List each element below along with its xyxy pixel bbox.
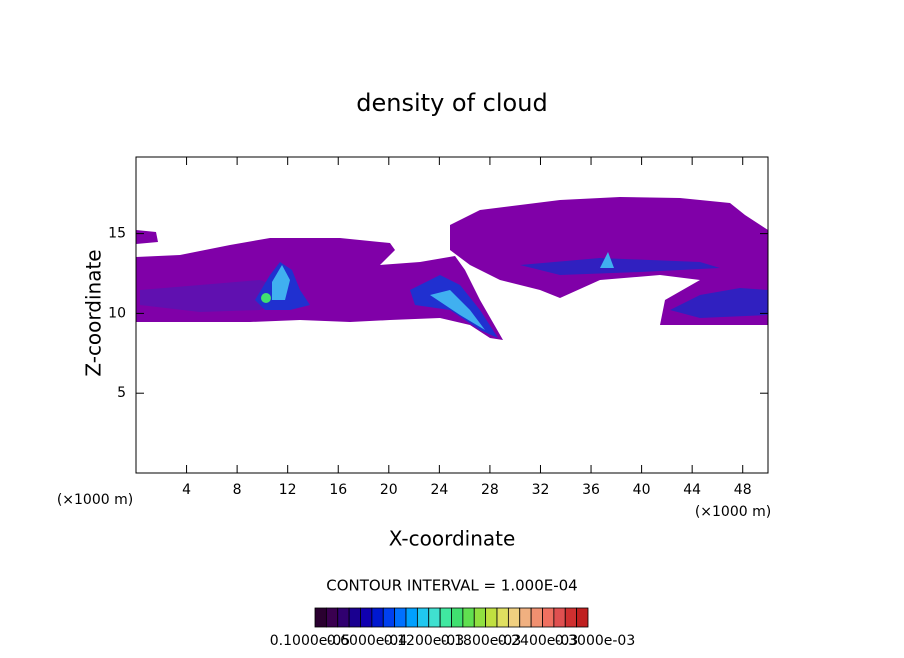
cloud-inner bbox=[520, 258, 720, 275]
x-tick-label: 48 bbox=[734, 482, 752, 498]
colorbar-swatch bbox=[348, 607, 361, 628]
y-tick-label: 5 bbox=[117, 385, 126, 401]
cloud-core bbox=[261, 293, 271, 303]
cloud-inner bbox=[670, 288, 768, 318]
cloud-core bbox=[430, 290, 485, 330]
colorbar-swatch bbox=[382, 607, 396, 628]
colorbar-label: 0.1200e-03 bbox=[384, 633, 464, 649]
colorbar-swatch bbox=[564, 607, 578, 628]
x-tick-label: 12 bbox=[279, 482, 297, 498]
colorbar-label: 0.3000e-03 bbox=[555, 633, 635, 649]
colorbar-swatch bbox=[451, 607, 464, 628]
colorbar-swatch bbox=[519, 607, 532, 628]
x-tick-label: 32 bbox=[532, 482, 550, 498]
x-tick-label: 28 bbox=[481, 482, 499, 498]
cloud-core bbox=[600, 252, 614, 268]
x-axis-title: X-coordinate bbox=[389, 527, 516, 551]
y-tick-label: 10 bbox=[108, 305, 126, 321]
colorbar-swatch bbox=[542, 607, 555, 628]
cloud-core bbox=[272, 265, 290, 300]
colorbar-swatch bbox=[371, 607, 384, 628]
colorbar-swatch bbox=[553, 607, 566, 628]
cloud-region bbox=[136, 230, 158, 244]
colorbar-swatch bbox=[530, 607, 543, 628]
x-tick-label: 16 bbox=[329, 482, 347, 498]
colorbar-swatch bbox=[462, 607, 475, 628]
x-tick-label: 4 bbox=[182, 482, 191, 498]
colorbar-swatch bbox=[507, 607, 521, 628]
y-axis-title: Z-coordinate bbox=[82, 249, 106, 376]
colorbar-label: 0.6000e-04 bbox=[327, 633, 408, 649]
colorbar-swatch bbox=[325, 607, 339, 628]
x-tick-label: 44 bbox=[683, 482, 701, 498]
colorbar-swatch bbox=[360, 607, 373, 628]
colorbar-label: 0.1000e-05 bbox=[270, 633, 350, 649]
colorbar-swatch bbox=[439, 607, 452, 628]
y-unit-label: (×1000 m) bbox=[57, 492, 133, 508]
plot-frame bbox=[135, 156, 769, 474]
colorbar-swatch bbox=[314, 607, 327, 628]
x-unit-label: (×1000 m) bbox=[695, 504, 771, 520]
annotation: CONTOUR INTERVAL = 1.000E-04 bbox=[326, 577, 577, 595]
x-tick-label: 24 bbox=[430, 482, 448, 498]
x-tick-label: 20 bbox=[380, 482, 398, 498]
chart-title: density of cloud bbox=[356, 89, 547, 117]
colorbar-swatch bbox=[337, 607, 350, 628]
colorbar-swatch bbox=[416, 607, 430, 628]
colorbar-swatch bbox=[473, 607, 487, 628]
x-tick-label: 40 bbox=[633, 482, 651, 498]
colorbar-swatch bbox=[576, 607, 589, 628]
colorbar-swatch bbox=[496, 607, 509, 628]
x-tick-label: 36 bbox=[582, 482, 600, 498]
colorbar-swatch bbox=[485, 607, 498, 628]
cloud-region bbox=[136, 238, 503, 340]
x-tick-label: 8 bbox=[233, 482, 242, 498]
cloud-field bbox=[136, 197, 768, 340]
y-tick-label: 15 bbox=[108, 226, 126, 242]
colorbar-label: 0.2400e-03 bbox=[498, 633, 578, 649]
colorbar-swatch bbox=[405, 607, 418, 628]
colorbar-swatch bbox=[428, 607, 441, 628]
colorbar-label: 0.1800e-03 bbox=[441, 633, 521, 649]
colorbar-swatch bbox=[394, 607, 407, 628]
